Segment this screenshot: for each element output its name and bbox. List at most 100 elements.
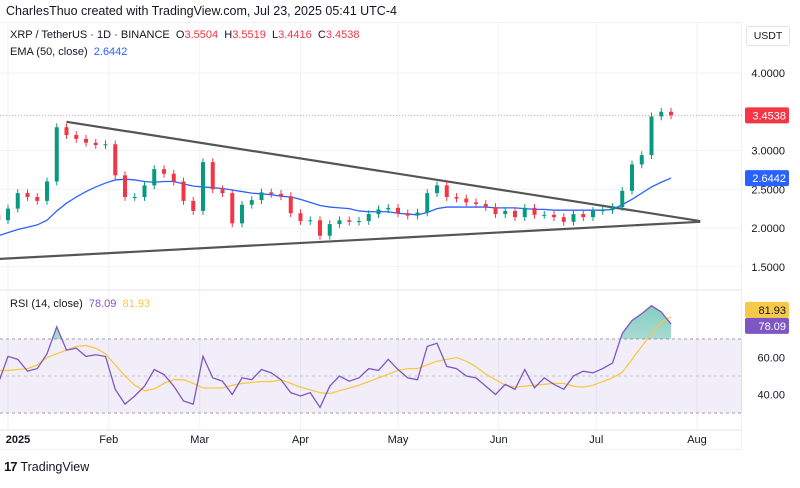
candle — [649, 112, 654, 160]
attribution-text: CharlesThuo created with TradingView.com… — [6, 4, 397, 18]
price-tick-label: 3.0000 — [751, 146, 785, 158]
rsi-ma-badge-label: 81.93 — [758, 305, 786, 317]
candle-body — [132, 197, 137, 198]
candle — [318, 216, 322, 240]
candle-body — [435, 185, 439, 194]
candle — [103, 140, 108, 149]
rsi-ma-line — [0, 316, 672, 395]
candle — [35, 193, 40, 205]
candle-body — [415, 212, 420, 216]
candle — [552, 210, 556, 222]
candle-body — [298, 213, 303, 222]
triangle-trendline — [0, 220, 701, 261]
candle-body — [591, 210, 595, 218]
candle — [571, 210, 576, 226]
low-label: L — [271, 29, 279, 41]
candle-body — [493, 207, 498, 215]
candle — [610, 203, 615, 215]
candle — [230, 189, 235, 228]
candle-body — [561, 217, 566, 222]
candle-body — [327, 224, 332, 236]
candle — [74, 131, 79, 143]
candle-body — [259, 192, 264, 201]
candle-body — [396, 207, 400, 214]
candle-body — [35, 197, 40, 201]
candle — [15, 189, 20, 213]
candle — [162, 165, 166, 178]
candle-body — [249, 200, 254, 205]
candle-body — [318, 220, 322, 236]
candle — [542, 210, 547, 219]
candle-body — [15, 193, 20, 209]
candle-body — [610, 207, 615, 211]
candle-body — [93, 142, 98, 146]
candle-body — [454, 197, 459, 199]
x-tick-label: 2025 — [6, 434, 30, 446]
candle — [54, 123, 59, 186]
candle — [191, 197, 196, 215]
candle — [366, 210, 371, 225]
candle — [171, 169, 176, 186]
candle-body — [220, 189, 225, 194]
candle — [435, 181, 439, 197]
candle — [454, 193, 459, 203]
rsi-badge-label: 78.09 — [758, 321, 786, 333]
candle — [639, 151, 644, 169]
candle-body — [522, 207, 527, 218]
candle-body — [201, 162, 205, 211]
chart-frame — [0, 22, 742, 450]
candle-body — [513, 210, 517, 218]
x-tick-label: Feb — [99, 434, 118, 446]
candle-body — [240, 204, 244, 224]
candle — [376, 205, 381, 218]
candle — [259, 188, 264, 204]
open-label: O — [175, 29, 185, 41]
open-value: 3.5504 — [184, 29, 219, 41]
rsi-label[interactable]: RSI (14, close) — [10, 298, 83, 310]
candle — [308, 216, 313, 225]
candle — [532, 203, 537, 219]
candle — [220, 185, 225, 197]
candle — [581, 210, 586, 222]
candle — [630, 160, 634, 195]
tradingview-footer: 17 TradingView — [4, 459, 89, 474]
candle-body — [191, 200, 196, 211]
currency-button[interactable]: USDT — [746, 26, 790, 46]
candle — [25, 189, 30, 201]
candle-body — [425, 193, 430, 213]
ema-label[interactable]: EMA (50, close) — [10, 46, 88, 58]
close-value: 3.4538 — [325, 29, 360, 41]
candle — [503, 207, 508, 218]
candle — [386, 203, 391, 214]
candle — [93, 138, 98, 149]
candle — [591, 207, 595, 222]
ema-line — [0, 177, 672, 236]
candle — [600, 206, 605, 215]
symbol-title[interactable]: XRP / TetherUS · 1D · BINANCE — [10, 29, 170, 41]
candle-body — [669, 111, 673, 116]
candle-body — [279, 193, 283, 197]
candle-body — [620, 190, 625, 208]
ema-value: 2.6442 — [93, 46, 128, 58]
x-tick-label: Aug — [687, 434, 707, 446]
candle — [6, 204, 10, 225]
ema-legend: EMA (50, close) 2.6442 — [10, 46, 127, 58]
candle — [493, 203, 498, 218]
candle-body — [464, 198, 469, 203]
candle-body — [123, 175, 127, 197]
rsi-legend: RSI (14, close) 78.09 81.93 — [10, 298, 150, 310]
candle — [64, 123, 69, 139]
candle — [464, 194, 469, 207]
candle — [132, 193, 137, 201]
candle-body — [405, 213, 410, 216]
candle-body — [347, 220, 352, 222]
candle-body — [337, 220, 342, 225]
candle-body — [366, 214, 371, 222]
candle-body — [171, 173, 176, 182]
tradingview-logo-icon: 17 — [4, 459, 18, 474]
candle-body — [210, 162, 215, 190]
candle-body — [581, 214, 586, 218]
candle — [181, 177, 186, 205]
candle-body — [659, 111, 664, 117]
